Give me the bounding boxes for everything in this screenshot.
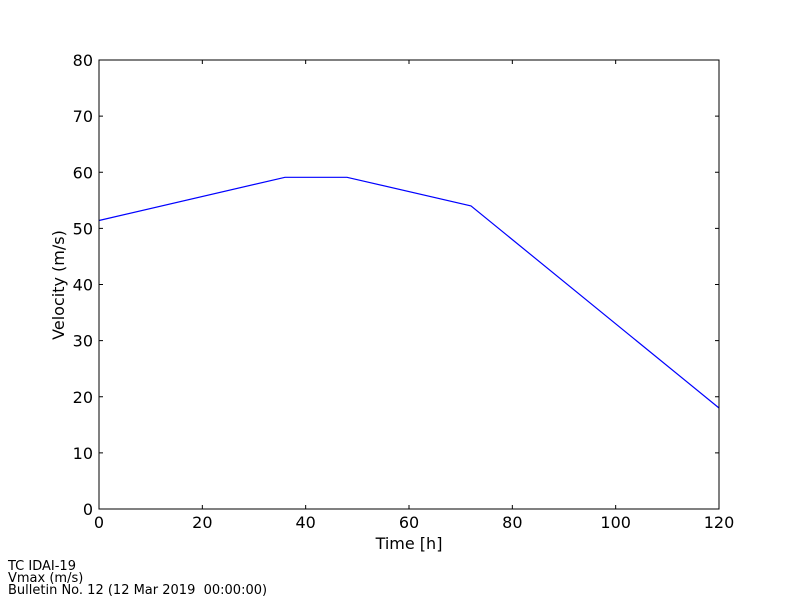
y-tick-label: 50 [73, 219, 93, 238]
footer-note: Vmax (m/s) [8, 571, 83, 586]
y-tick-label: 70 [73, 107, 93, 126]
plot-frame [98, 59, 720, 510]
y-tick-label: 80 [73, 51, 93, 70]
x-tick-label: 60 [399, 513, 419, 532]
y-axis-label: Velocity (m/s) [49, 230, 68, 340]
y-tick-label: 60 [73, 163, 93, 182]
y-tick-label: 0 [83, 500, 93, 519]
x-tick-label: 0 [94, 513, 104, 532]
x-axis-label: Time [h] [375, 534, 443, 553]
footer-note: Bulletin No. 12 (12 Mar 2019 00:00:00) [8, 583, 267, 598]
x-tick-label: 120 [704, 513, 735, 532]
x-tick-label: 80 [502, 513, 522, 532]
data-line [98, 176, 720, 409]
y-tick-label: 30 [73, 332, 93, 351]
y-tick-label: 40 [73, 276, 93, 295]
y-tick-label: 20 [73, 388, 93, 407]
y-tick-label: 10 [73, 444, 93, 463]
x-tick-label: 40 [295, 513, 315, 532]
x-tick-label: 20 [192, 513, 212, 532]
x-tick-label: 100 [600, 513, 631, 532]
footer-note: TC IDAI-19 [7, 559, 76, 574]
